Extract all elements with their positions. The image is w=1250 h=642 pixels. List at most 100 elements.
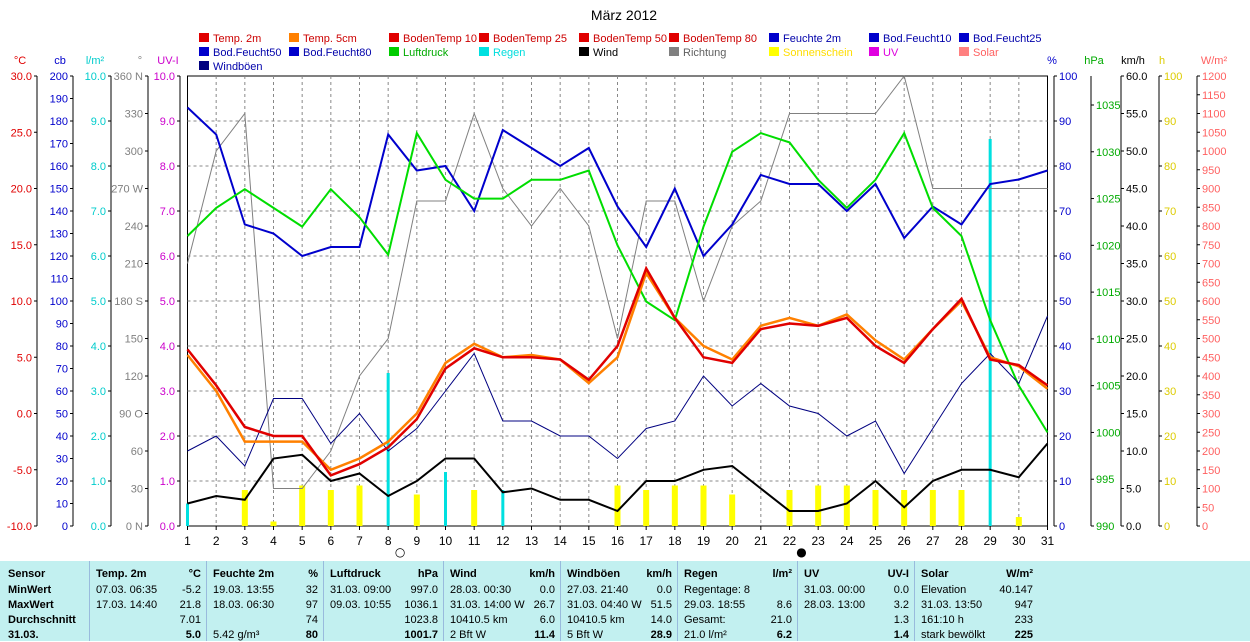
stat-cell-label: 27.03. 21:40 [567,584,629,596]
x-tick-label: 31 [1041,534,1055,548]
stat-cell-value: 1.4 [893,629,909,641]
stat-cell-label: 09.03. 10:55 [330,599,392,611]
stat-cell-label: 10410.5 km [450,614,508,626]
x-tick-label: 4 [270,534,277,548]
axis-tick-label: 180 [50,116,68,128]
row-label: MaxWert [8,599,54,611]
axis-tick-label: 110 [50,274,68,286]
stat-cell-label: 161:10 h [921,614,964,626]
legend-label: Solar [973,47,999,59]
axis-tick-label: 550 [1202,315,1220,327]
legend-swatch [579,47,589,56]
axis-tick-label: 10.0 [11,296,32,308]
axis-tick-label: 60 [56,386,68,398]
x-tick-label: 7 [356,534,363,548]
axis-tick-label: 70 [1059,206,1071,218]
row-label: Durchschnitt [8,614,76,626]
stat-cell-value: 5.0 [185,629,201,641]
axis-tick-label: 1010 [1096,334,1120,346]
legend-swatch [389,33,399,42]
axis-tick-label: 7.0 [91,206,106,218]
stat-cell-value: -5.2 [182,584,201,596]
sunshine-bar [327,490,334,526]
stat-column-unit: km/h [529,568,555,580]
axis-tick-label: 170 [50,139,68,151]
sunshine-bar [1015,517,1022,526]
row-label: MinWert [8,584,52,596]
sunshine-bar [843,485,850,526]
legend-label: Windböen [213,61,263,73]
x-tick-label: 22 [783,534,797,548]
axis-tick-label: 4.0 [91,341,106,353]
axis-tick-label: 1025 [1096,194,1120,206]
stat-cell-label: 18.03. 06:30 [213,599,275,611]
stat-cell-value: 1001.7 [404,629,438,641]
axis-tick-label: 10 [56,499,68,511]
axis-tick-label: 35.0 [1126,259,1147,271]
legend-label: UV [883,47,899,59]
x-tick-label: 8 [385,534,392,548]
axis-tick-label: 90 [1164,116,1176,128]
axis-unit-label: h [1159,55,1165,67]
sunshine-bar [299,485,306,526]
axis-tick-label: 20 [56,476,68,488]
stat-cell-value: 51.5 [650,599,672,611]
x-tick-label: 13 [525,534,539,548]
legend-swatch [769,33,779,42]
stat-cell-label: 5.42 g/m³ [213,629,260,641]
stat-cell-value: 997.0 [410,584,438,596]
stat-cell-label: 5 Bft W [567,629,604,641]
stat-column-head: Feuchte 2m [213,568,275,580]
stat-cell-label: 2 Bft W [450,629,487,641]
series-line-windb-en [187,315,1048,475]
axis-tick-label: 270 W [111,184,143,196]
axis-tick-label: 50 [1202,502,1214,514]
axis-tick-label: 1050 [1202,127,1226,139]
axis-tick-label: 0 [1164,521,1170,533]
axis-tick-label: 4.0 [160,341,175,353]
axis-tick-label: 40 [1059,341,1071,353]
axis-tick-label: 5.0 [17,352,32,364]
axis-tick-label: 120 [125,371,143,383]
axis-tick-label: 60 [131,446,143,458]
stat-cell-label: stark bewölkt [921,629,986,641]
x-tick-label: 21 [754,534,768,548]
stat-cell-label: 29.03. 18:55 [684,599,746,611]
chart-bars [186,139,1022,526]
sunshine-bar [614,485,621,526]
axis-tick-label: 250 [1202,427,1220,439]
axis-tick-label: 8.0 [160,161,175,173]
stat-cell-value: 80 [305,629,318,641]
axis-tick-label: 80 [1059,161,1071,173]
legend-label: BodenTemp 10 [403,33,477,45]
legend-label: BodenTemp 25 [493,33,567,45]
stat-column-unit: hPa [417,568,438,580]
axis-tick-label: 400 [1202,371,1220,383]
axis-tick-label: 50 [56,409,68,421]
legend-swatch [869,47,879,56]
stat-cell-label: Elevation [921,584,967,596]
legend-label: Richtung [683,47,726,59]
axis-tick-label: 300 [1202,409,1220,421]
axis-tick-label: 150 [125,334,143,346]
stat-cell-label: Gesamt: [684,614,726,626]
axis-tick-label: 30 [131,484,143,496]
stat-cell-label: 21.0 l/m² [684,629,727,641]
weather-chart: März 2012 Temp. 2m Temp. 5cm BodenTemp 10 B… [7,7,1228,559]
axis-tick-label: 50 [1164,296,1176,308]
series-line-feuchte-2m [186,106,1048,258]
chart-title: März 2012 [591,7,657,23]
stat-cell-value: 21.8 [179,599,201,611]
x-tick-label: 26 [897,534,911,548]
legend-label: Sonnenschein [783,47,853,59]
legend-label: BodenTemp 80 [683,33,757,45]
axis-tick-label: 0.0 [17,409,32,421]
axis-tick-label: 55.0 [1126,109,1147,121]
sunshine-bar [700,485,707,526]
stat-cell-label: 07.03. 06:35 [96,584,158,596]
x-axis-ticks: 1 2 3 4 5 6 7 8 9 10 11 12 13 14 15 16 17 18 19 20 21 22 23 24 2… [184,526,1054,559]
x-tick-label: 11 [468,534,481,548]
chart-legend: Temp. 2m Temp. 5cm BodenTemp 10 BodenTemp 2… [199,33,1042,73]
x-tick-label: 6 [327,534,334,548]
x-tick-label: 20 [725,534,739,548]
